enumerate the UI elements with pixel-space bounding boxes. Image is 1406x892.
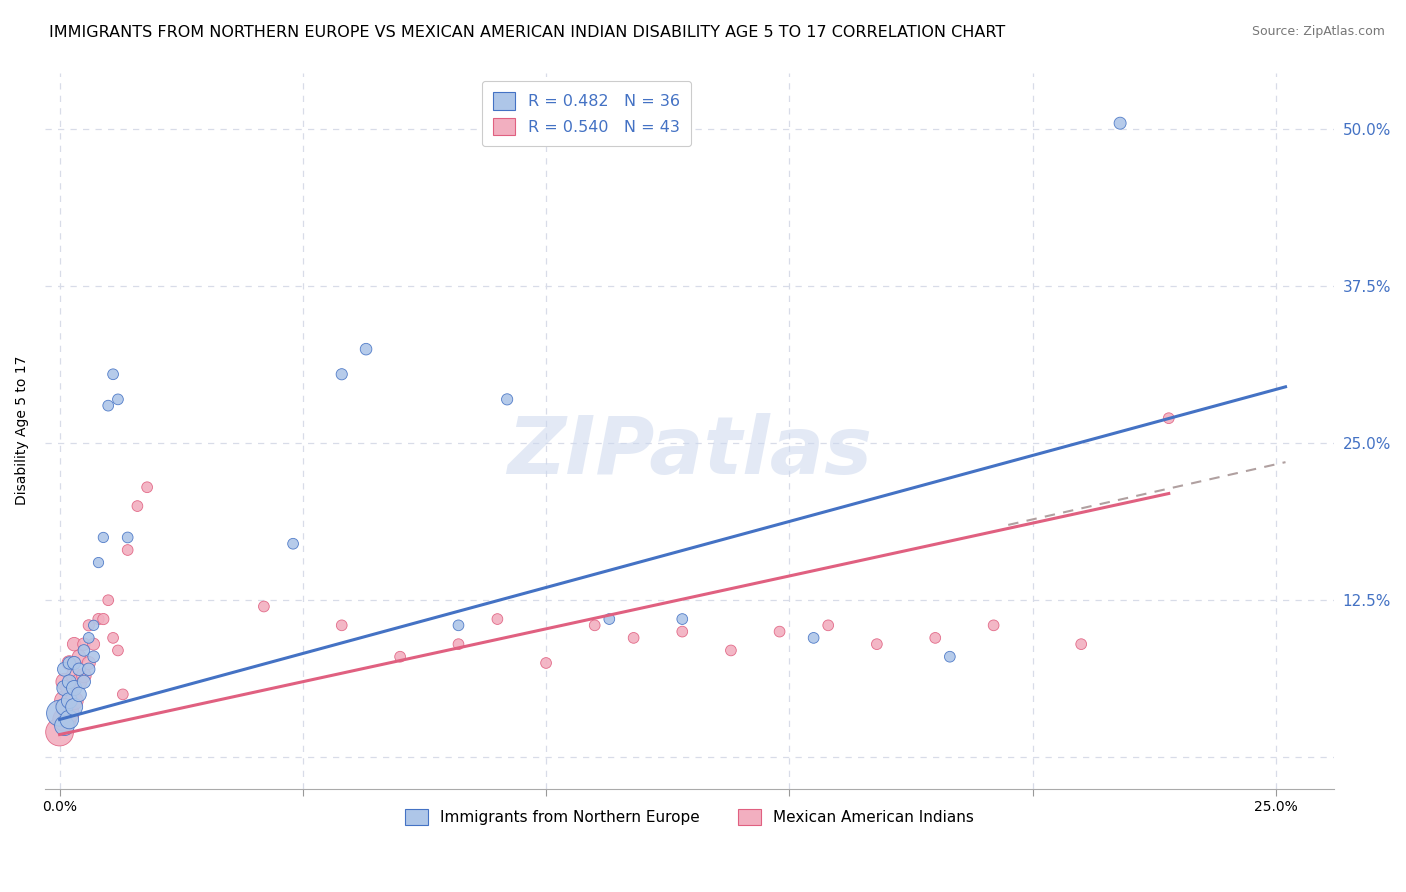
- Point: [63, 668, 86, 682]
- Legend: Immigrants from Northern Europe, Mexican American Indians: Immigrants from Northern Europe, Mexican…: [396, 800, 983, 835]
- Point: [73, 668, 96, 682]
- Point: [330, 618, 353, 632]
- Point: [447, 618, 470, 632]
- Point: [623, 631, 645, 645]
- Point: [496, 392, 519, 407]
- Point: [67, 674, 90, 689]
- Point: [93, 531, 115, 545]
- Point: [389, 649, 412, 664]
- Point: [63, 693, 86, 707]
- Point: [83, 649, 105, 664]
- Point: [58, 681, 80, 695]
- Point: [58, 674, 80, 689]
- Point: [1157, 411, 1180, 425]
- Point: [63, 656, 86, 670]
- Point: [77, 631, 100, 645]
- Point: [83, 637, 105, 651]
- Point: [866, 637, 889, 651]
- Point: [77, 662, 100, 676]
- Point: [87, 556, 110, 570]
- Point: [107, 392, 129, 407]
- Point: [671, 624, 693, 639]
- Point: [330, 368, 353, 382]
- Point: [136, 480, 159, 494]
- Point: [97, 593, 120, 607]
- Point: [803, 631, 825, 645]
- Point: [53, 719, 76, 733]
- Point: [67, 687, 90, 701]
- Point: [53, 713, 76, 727]
- Point: [117, 543, 139, 558]
- Point: [63, 637, 86, 651]
- Point: [486, 612, 509, 626]
- Point: [48, 706, 70, 721]
- Point: [127, 499, 149, 513]
- Point: [58, 656, 80, 670]
- Point: [939, 649, 962, 664]
- Point: [768, 624, 790, 639]
- Point: [67, 649, 90, 664]
- Point: [101, 368, 124, 382]
- Point: [107, 643, 129, 657]
- Y-axis label: Disability Age 5 to 17: Disability Age 5 to 17: [15, 356, 30, 506]
- Point: [924, 631, 946, 645]
- Point: [83, 618, 105, 632]
- Point: [53, 674, 76, 689]
- Point: [58, 693, 80, 707]
- Point: [720, 643, 742, 657]
- Text: ZIPatlas: ZIPatlas: [508, 413, 872, 491]
- Point: [73, 637, 96, 651]
- Point: [111, 687, 134, 701]
- Point: [817, 618, 839, 632]
- Point: [73, 643, 96, 657]
- Point: [53, 700, 76, 714]
- Point: [97, 399, 120, 413]
- Point: [58, 706, 80, 721]
- Point: [63, 681, 86, 695]
- Text: IMMIGRANTS FROM NORTHERN EUROPE VS MEXICAN AMERICAN INDIAN DISABILITY AGE 5 TO 1: IMMIGRANTS FROM NORTHERN EUROPE VS MEXIC…: [49, 25, 1005, 40]
- Point: [447, 637, 470, 651]
- Point: [53, 662, 76, 676]
- Point: [281, 537, 304, 551]
- Point: [67, 662, 90, 676]
- Point: [583, 618, 606, 632]
- Point: [58, 713, 80, 727]
- Point: [53, 693, 76, 707]
- Point: [77, 656, 100, 670]
- Point: [117, 531, 139, 545]
- Point: [1070, 637, 1092, 651]
- Point: [253, 599, 276, 614]
- Point: [58, 656, 80, 670]
- Point: [101, 631, 124, 645]
- Point: [77, 618, 100, 632]
- Point: [53, 681, 76, 695]
- Point: [534, 656, 557, 670]
- Point: [48, 725, 70, 739]
- Point: [354, 342, 377, 356]
- Point: [983, 618, 1005, 632]
- Point: [87, 612, 110, 626]
- Point: [73, 674, 96, 689]
- Point: [1109, 116, 1132, 130]
- Point: [63, 700, 86, 714]
- Point: [598, 612, 620, 626]
- Point: [93, 612, 115, 626]
- Point: [671, 612, 693, 626]
- Text: Source: ZipAtlas.com: Source: ZipAtlas.com: [1251, 25, 1385, 38]
